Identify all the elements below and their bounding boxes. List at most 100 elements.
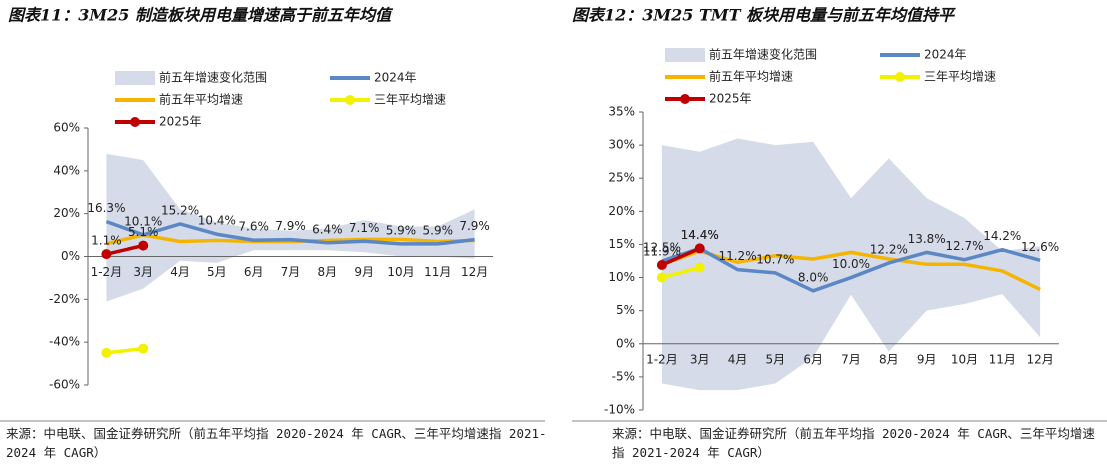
data-label: 5.1% [128,225,159,239]
data-label: 12.7% [945,239,983,253]
y-tick-label: -10% [604,403,635,417]
y-tick-label: 0% [616,336,635,350]
legend-marker [680,94,690,104]
data-label: 11.9% [643,244,681,258]
series-line [106,346,144,355]
series-line [106,243,144,256]
x-tick-label: 8月 [879,352,899,366]
point [656,259,667,270]
y-tick-label: -5% [612,369,635,383]
legend-label: 2024年 [924,48,967,62]
source-note: 来源：中电联、国金证券研究所（前五年平均指 2020-2024 年 CAGR、三… [6,426,547,460]
data-label: 12.5% [643,241,681,255]
point [101,347,112,358]
data-label: 15.2% [161,203,199,217]
x-tick-label: 6月 [244,265,264,279]
range-area [661,138,1041,391]
legend-swatch [115,71,155,85]
legend-label: 三年平均增速 [924,70,996,84]
data-label: 10.0% [832,257,870,271]
x-tick-label: 1-2月 [646,352,678,366]
point [101,249,112,260]
range-area [106,153,475,302]
x-tick-label: 5月 [207,265,227,279]
data-label: 7.9% [459,219,490,233]
y-tick-label: 15% [608,237,635,251]
legend-label: 2024年 [374,71,417,85]
x-tick-label: 7月 [841,352,861,366]
data-label: 8.0% [798,270,829,284]
x-tick-label: 9月 [917,352,937,366]
x-tick-label: 12月 [461,265,488,279]
data-label: 12.6% [1021,240,1059,254]
x-tick-label: 4月 [728,352,748,366]
x-tick-label: 7月 [281,265,301,279]
data-label: 10.4% [198,214,236,228]
x-tick-label: 10月 [951,352,978,366]
x-tick-label: 10月 [387,265,414,279]
legend-label: 前五年增速变化范围 [709,47,817,62]
legend-label: 前五年平均增速 [709,69,793,84]
y-tick-label: -60% [49,378,80,392]
legend-marker [345,95,355,105]
chart-title: 图表11：3M25 制造板块用电量增速高于前五年均值 [8,6,394,25]
data-label: 10.7% [756,252,794,266]
chart-title: 图表12：3M25 TMT 板块用电量与前五年均值持平 [572,6,956,25]
data-label: 5.9% [386,223,417,237]
legend-label: 三年平均增速 [374,93,446,107]
data-label: 11.2% [718,249,756,263]
x-tick-label: 3月 [690,352,710,366]
data-label: 7.9% [275,219,306,233]
point [656,272,667,283]
point [694,262,705,273]
x-tick-label: 11月 [989,352,1016,366]
y-tick-label: 5% [616,303,635,317]
data-label: 7.1% [349,221,380,235]
data-label: 14.4% [681,228,719,242]
x-tick-label: 1-2月 [91,265,123,279]
y-tick-label: -20% [49,292,80,306]
data-label: 12.2% [870,242,908,256]
data-label: 13.8% [908,232,946,246]
y-tick-label: 35% [608,105,635,119]
series-line [661,249,1041,292]
x-tick-label: 3月 [133,265,153,279]
data-label: 16.3% [87,201,125,215]
y-tick-label: 40% [53,163,80,177]
y-tick-label: -40% [49,335,80,349]
legend-label: 前五年增速变化范围 [159,70,267,85]
legend-marker [895,72,905,82]
series-line [661,265,701,280]
data-label: 1.1% [91,234,122,248]
y-tick-label: 0% [61,249,80,263]
legend-marker [130,117,140,127]
data-label: 6.4% [312,222,343,236]
y-tick-label: 25% [608,171,635,185]
x-tick-label: 11月 [424,265,451,279]
data-label: 14.4% [681,228,719,242]
data-label: 10.1% [124,214,162,228]
series-line [105,219,475,246]
x-tick-label: 8月 [317,265,337,279]
y-tick-label: 10% [608,270,635,284]
point [694,243,705,254]
point [138,343,149,354]
x-tick-label: 4月 [170,265,190,279]
series-line [661,246,701,267]
x-tick-label: 12月 [1026,352,1053,366]
source-note: 来源：中电联、国金证券研究所（前五年平均指 2020-2024 年 CAGR、三… [612,426,1095,460]
data-label: 14.2% [983,229,1021,243]
series-line [106,233,475,246]
point [138,240,149,251]
legend-label: 前五年平均增速 [159,92,243,107]
data-label: 5.9% [423,223,454,237]
data-label: 7.6% [238,220,269,234]
y-tick-label: 30% [608,138,635,152]
y-tick-label: 20% [53,206,80,220]
x-tick-label: 9月 [354,265,374,279]
legend-swatch [665,48,705,62]
y-tick-label: 20% [608,204,635,218]
x-tick-label: 5月 [766,352,786,366]
